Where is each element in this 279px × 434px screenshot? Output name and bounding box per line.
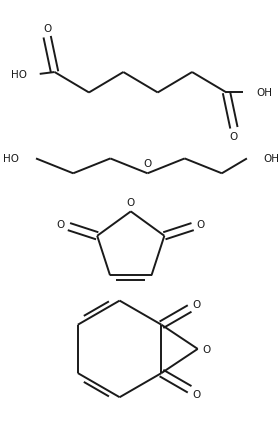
Text: O: O (196, 220, 205, 230)
Text: OH: OH (256, 88, 272, 98)
Text: HO: HO (3, 154, 19, 164)
Text: O: O (143, 159, 151, 169)
Text: O: O (193, 388, 201, 398)
Text: O: O (230, 132, 238, 142)
Text: O: O (43, 24, 51, 34)
Text: O: O (127, 197, 135, 207)
Text: OH: OH (264, 154, 279, 164)
Text: HO: HO (11, 70, 27, 80)
Text: O: O (193, 299, 201, 309)
Text: O: O (57, 220, 65, 230)
Text: O: O (203, 344, 211, 354)
